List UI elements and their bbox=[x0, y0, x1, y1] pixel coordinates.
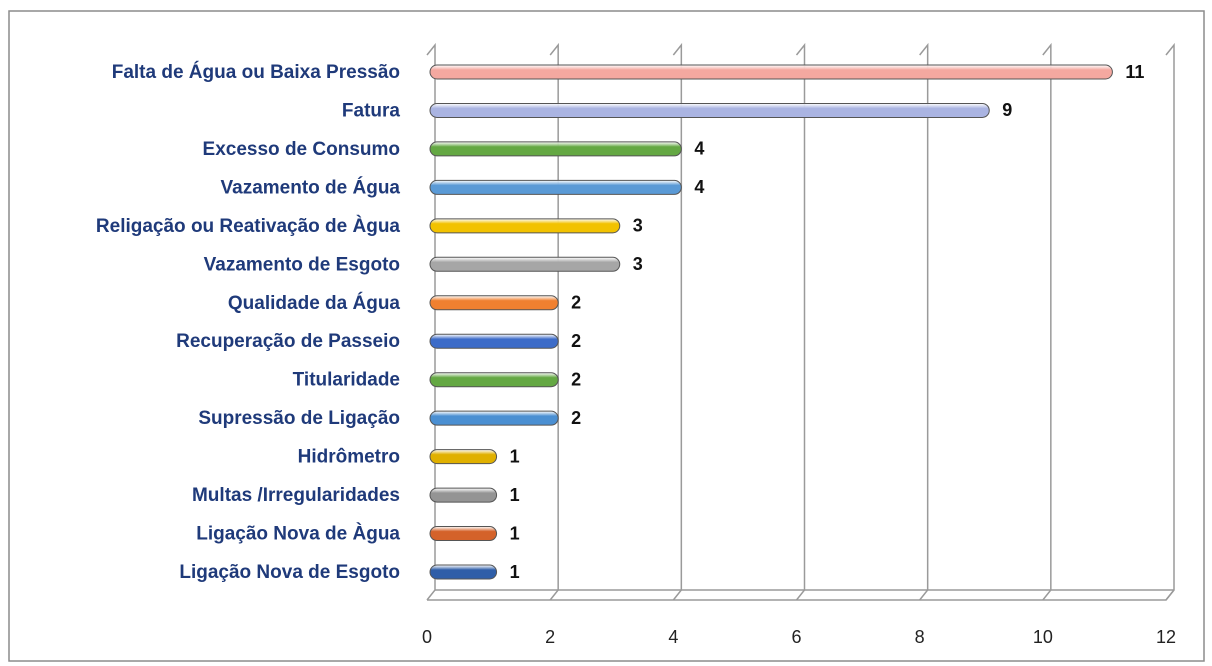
bar bbox=[429, 333, 559, 349]
bar bbox=[429, 64, 1113, 80]
data-label: 1 bbox=[510, 485, 520, 505]
bar bbox=[429, 102, 990, 118]
data-label: 2 bbox=[571, 369, 581, 389]
data-label: 4 bbox=[694, 177, 704, 197]
data-label: 2 bbox=[571, 408, 581, 428]
bar bbox=[429, 410, 559, 426]
bar bbox=[429, 526, 498, 542]
y-tick-label: Multas /Irregularidades bbox=[192, 485, 400, 506]
data-label: 1 bbox=[510, 562, 520, 582]
y-tick-label: Supressão de Ligação bbox=[198, 408, 400, 429]
chart-border bbox=[8, 10, 1205, 662]
data-label: 9 bbox=[1002, 100, 1012, 120]
x-tick-label: 12 bbox=[1156, 627, 1176, 647]
data-label: 3 bbox=[633, 216, 643, 236]
y-tick-label: Vazamento de Água bbox=[221, 176, 401, 198]
data-label: 3 bbox=[633, 254, 643, 274]
grid-line bbox=[426, 42, 436, 601]
y-tick-label: Hidrômetro bbox=[298, 447, 400, 468]
bar bbox=[429, 179, 682, 195]
y-tick-label: Ligação Nova de Àgua bbox=[196, 523, 400, 545]
x-tick-label: 8 bbox=[915, 627, 925, 647]
bar bbox=[429, 218, 621, 234]
x-tick-label: 6 bbox=[791, 627, 801, 647]
y-tick-label: Recuperação de Passeio bbox=[176, 331, 400, 352]
y-tick-label: Religação ou Reativação de Àgua bbox=[96, 215, 401, 237]
x-tick-label: 10 bbox=[1033, 627, 1053, 647]
data-label: 2 bbox=[571, 331, 581, 351]
grid-line bbox=[549, 42, 559, 601]
bar bbox=[429, 487, 498, 503]
y-tick-label: Vazamento de Esgoto bbox=[204, 254, 400, 275]
bar bbox=[429, 449, 498, 465]
x-tick-label: 0 bbox=[422, 627, 432, 647]
bar bbox=[429, 256, 621, 272]
grid-line bbox=[919, 42, 929, 601]
x-tick-label: 4 bbox=[668, 627, 678, 647]
y-tick-label: Fatura bbox=[342, 100, 401, 121]
data-label: 2 bbox=[571, 293, 581, 313]
grid-line bbox=[1165, 42, 1175, 601]
y-tick-label: Falta de Água ou Baixa Pressão bbox=[112, 61, 400, 83]
bar bbox=[429, 295, 559, 311]
grid-line bbox=[1042, 42, 1052, 601]
bar bbox=[429, 564, 498, 580]
bar bbox=[429, 372, 559, 388]
grid-line bbox=[672, 42, 683, 601]
data-label: 1 bbox=[510, 446, 520, 466]
data-label: 11 bbox=[1125, 62, 1144, 82]
y-tick-label: Qualidade da Água bbox=[228, 292, 401, 314]
grid-line bbox=[795, 42, 806, 601]
data-label: 4 bbox=[694, 139, 704, 159]
y-tick-label: Excesso de Consumo bbox=[203, 139, 400, 160]
y-tick-label: Ligação Nova de Esgoto bbox=[179, 562, 400, 583]
y-tick-label: Titularidade bbox=[293, 370, 400, 391]
data-label: 1 bbox=[510, 523, 520, 543]
x-tick-label: 2 bbox=[545, 627, 555, 647]
bar bbox=[429, 141, 682, 157]
